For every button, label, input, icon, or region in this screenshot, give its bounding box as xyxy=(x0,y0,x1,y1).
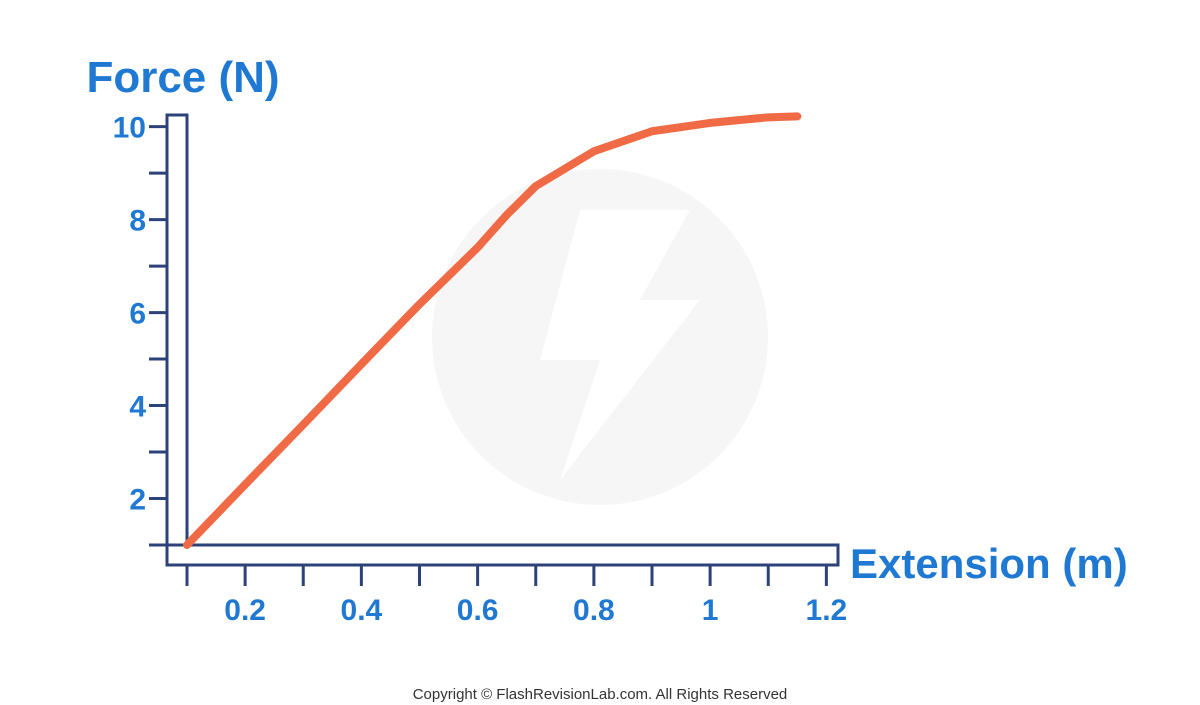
copyright: Copyright © FlashRevisionLab.com. All Ri… xyxy=(413,686,788,703)
curve xyxy=(183,112,802,549)
plot: 0.2 0.4 0.6 0.8 1 1.2 2 4 6 8 10 xyxy=(113,112,848,627)
y-tick-label: 6 xyxy=(129,298,146,331)
y-tick-label: 4 xyxy=(129,391,146,424)
y-axis xyxy=(165,113,189,567)
x-tick-label: 0.6 xyxy=(457,594,499,627)
y-axis-label: Force (N) xyxy=(86,53,279,102)
watermark xyxy=(432,169,768,505)
y-tick-label: 8 xyxy=(129,205,146,238)
x-tick-label: 0.8 xyxy=(573,594,615,627)
watermark-bolt xyxy=(540,210,700,480)
y-tick-label: 2 xyxy=(129,484,146,517)
x-tick-label: 0.2 xyxy=(224,594,266,627)
x-axis xyxy=(165,543,840,567)
axis-corner xyxy=(168,546,186,564)
x-tick-label: 0.4 xyxy=(341,594,383,627)
y-tick-label: 10 xyxy=(113,112,146,145)
x-tick-label: 1 xyxy=(702,594,719,627)
x-axis-label: Extension (m) xyxy=(850,540,1128,587)
x-tick-label: 1.2 xyxy=(806,594,848,627)
